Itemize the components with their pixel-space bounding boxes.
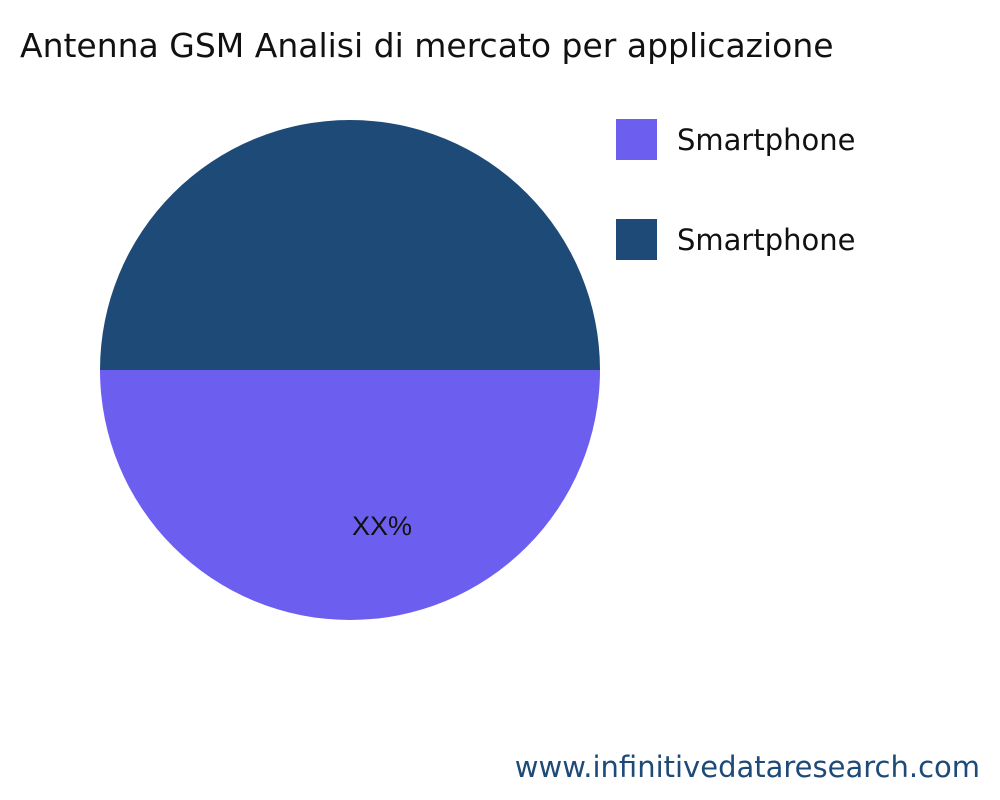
legend-swatch — [616, 219, 657, 260]
pie-slice — [100, 370, 600, 620]
pie-slice — [100, 120, 600, 370]
legend-label: Smartphone — [677, 222, 856, 257]
watermark: www.infinitivedataresearch.com — [514, 750, 980, 784]
slice-label: XX% — [352, 511, 412, 541]
legend-swatch — [616, 119, 657, 160]
legend-item: Smartphone — [616, 219, 855, 260]
legend-item: Smartphone — [616, 119, 855, 160]
chart-title: Antenna GSM Analisi di mercato per appli… — [20, 26, 834, 65]
legend-label: Smartphone — [677, 122, 856, 157]
